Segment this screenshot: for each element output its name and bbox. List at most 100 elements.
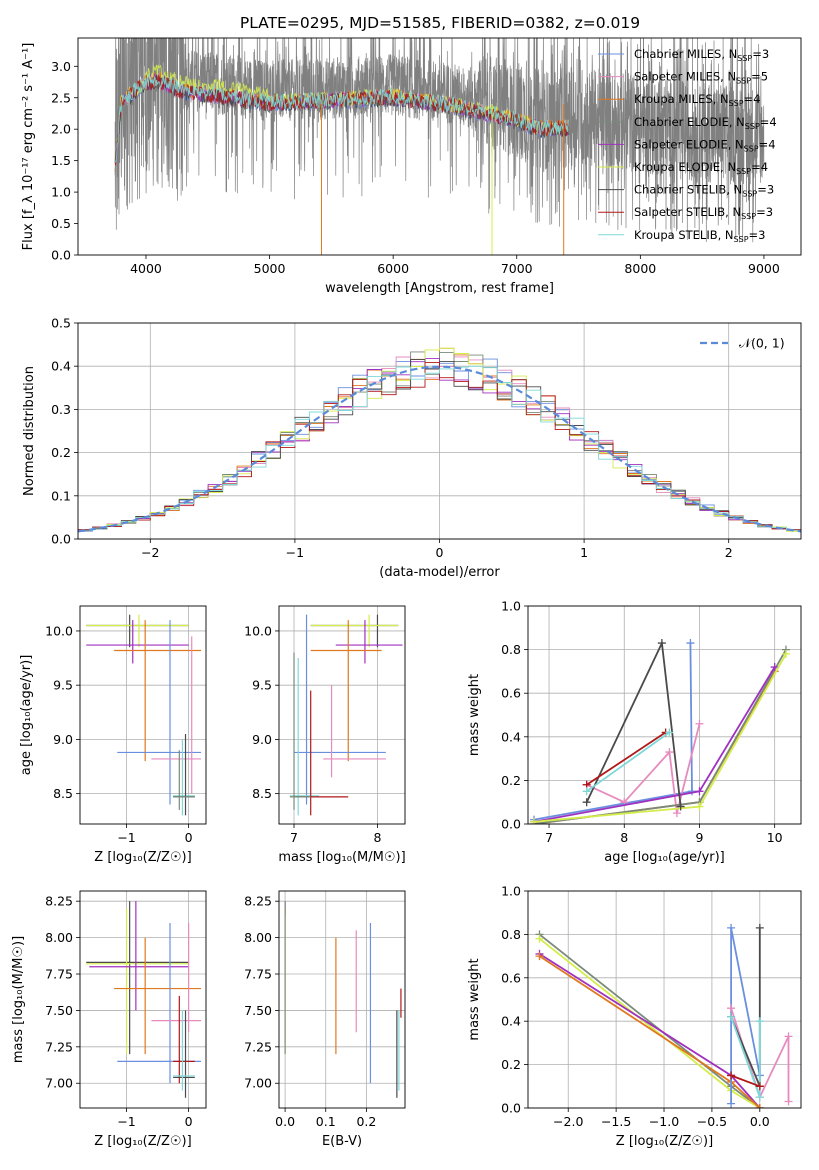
x-tick-label: −1 <box>117 830 135 845</box>
histogram-plot <box>78 347 801 533</box>
x-tick-label: −1 <box>117 1114 135 1129</box>
y-tick-label: 0.0 <box>501 1101 521 1116</box>
errorbar <box>86 901 189 1055</box>
y-tick-label: 0.4 <box>501 729 521 744</box>
figure-title: PLATE=0295, MJD=51585, FIBERID=0382, z=0… <box>240 14 640 32</box>
axes-weight-vs-Z: −2.0 −1.5 −1.0 −0.5 0.0 0.0 0.2 0.4 0.6 0.8 1.0 Z [… <box>467 884 802 1149</box>
x-axis-label: E(B-V) <box>322 1134 362 1149</box>
y-tick-label: 9.5 <box>252 678 272 693</box>
axes-spectrum: 4000 5000 6000 7000 8000 9000 0.0 0.5 1.0 1.5 2.0 2… <box>21 37 802 296</box>
weight-line <box>586 731 670 793</box>
weight-series <box>535 952 764 1108</box>
spectrum-plot <box>114 38 765 255</box>
weight-point <box>657 639 666 648</box>
legend-label-tail: =4 <box>751 160 768 174</box>
weight-point <box>582 787 591 796</box>
x-tick-label: 5000 <box>254 261 286 276</box>
weight-point <box>530 817 539 824</box>
legend-label: Kroupa ELODIE, NSSP=4 <box>634 160 768 176</box>
model-spectrum-line <box>114 73 569 163</box>
legend-label-sub: SSP <box>744 144 759 153</box>
x-tick-label: 1 <box>580 545 588 560</box>
y-tick-label: 8.00 <box>45 930 73 945</box>
axes-residuals: −2 −1 0 1 2 0.0 0.1 0.2 0.3 0.4 0.5 (data-model)/er… <box>22 316 802 580</box>
axes-frame <box>77 322 802 540</box>
weight-point <box>727 1012 736 1021</box>
weight-point <box>727 1099 736 1108</box>
legend-label-sub: SSP <box>729 99 744 108</box>
y-tick-label: 0.8 <box>501 642 521 657</box>
legend-label-sub: SSP <box>736 77 751 86</box>
weight-point <box>695 719 704 728</box>
weight-line <box>539 955 761 1108</box>
legend-label-sub: SSP <box>736 167 751 176</box>
x-tick-label: 0.0 <box>750 1114 770 1129</box>
legend-label-tail: =4 <box>759 137 776 151</box>
y-tick-label: 0.5 <box>51 216 71 231</box>
errorbar <box>173 750 195 810</box>
y-tick-label: 0.8 <box>501 927 521 942</box>
legend-label-tail: =5 <box>751 70 768 84</box>
histogram-legend: 𝒩(0, 1) <box>700 336 785 351</box>
errorbar <box>117 620 202 805</box>
legend-label: Chabrier MILES, NSSP=3 <box>634 47 769 63</box>
y-tick-label: 7.00 <box>45 1076 73 1091</box>
errorbar-plot <box>86 901 202 1098</box>
x-axis-label: wavelength [Angstrom, rest frame] <box>325 281 554 296</box>
y-tick-label: 9.0 <box>252 732 272 747</box>
y-tick-label: 1.0 <box>51 185 71 200</box>
x-tick-label: 7 <box>290 830 298 845</box>
legend-label-tail: =3 <box>757 183 774 197</box>
y-tick-label: 0.0 <box>51 532 71 547</box>
weight-point <box>582 798 591 807</box>
errorbar <box>335 620 403 664</box>
x-tick-label: −2.0 <box>553 1114 583 1129</box>
errorbar <box>323 685 386 778</box>
residual-histogram-step <box>78 365 801 532</box>
x-tick-label: 10 <box>767 830 783 845</box>
x-tick-label: 9000 <box>748 261 780 276</box>
legend-label: Salpeter STELIB, NSSP=3 <box>634 205 773 221</box>
weight-point <box>535 952 544 961</box>
y-axis-label: mass weight <box>467 958 482 1040</box>
y-tick-label: 0.6 <box>501 970 521 985</box>
weight-point <box>727 1004 736 1013</box>
weight-series <box>582 728 670 789</box>
y-tick-label: 9.0 <box>53 732 73 747</box>
errorbar <box>310 620 382 762</box>
y-tick-label: 7.75 <box>244 967 272 982</box>
y-tick-label: 7.75 <box>45 967 73 982</box>
x-axis-label: Z [log₁₀(Z/Z☉)] <box>616 1134 713 1149</box>
normal-reference-curve <box>78 365 801 533</box>
weight-point <box>770 663 779 672</box>
errorbar <box>114 937 202 1055</box>
weight-line <box>586 731 667 786</box>
weight-point <box>755 1093 764 1102</box>
x-tick-label: 7000 <box>501 261 533 276</box>
legend-label-sub: SSP <box>734 235 749 244</box>
x-tick-label: −1.5 <box>601 1114 631 1129</box>
legend-label-tail: =3 <box>752 47 769 61</box>
weight-point <box>755 1082 764 1091</box>
legend-label: Salpeter MILES, NSSP=5 <box>634 70 768 86</box>
y-tick-label: 2.0 <box>51 122 71 137</box>
y-tick-label: 7.00 <box>244 1076 272 1091</box>
weight-point <box>695 802 704 811</box>
x-tick-label: 0 <box>185 1114 193 1129</box>
errorbar <box>89 901 189 1011</box>
weight-series <box>535 949 764 1108</box>
x-tick-label: 0 <box>185 830 193 845</box>
weight-point <box>784 1097 793 1106</box>
weight-series <box>727 923 764 1108</box>
errorbar <box>114 620 202 762</box>
weight-point <box>755 1017 764 1026</box>
x-tick-label: 0.1 <box>316 1114 336 1129</box>
weight-series <box>727 1012 764 1102</box>
errorbar <box>173 995 195 1084</box>
y-tick-label: 9.5 <box>53 678 73 693</box>
x-tick-label: 8 <box>620 830 628 845</box>
x-tick-label: 8 <box>373 830 381 845</box>
legend-label: Chabrier ELODIE, NSSP=4 <box>634 115 777 131</box>
x-axis-label: Z [log₁₀(Z/Z☉)] <box>94 850 191 865</box>
